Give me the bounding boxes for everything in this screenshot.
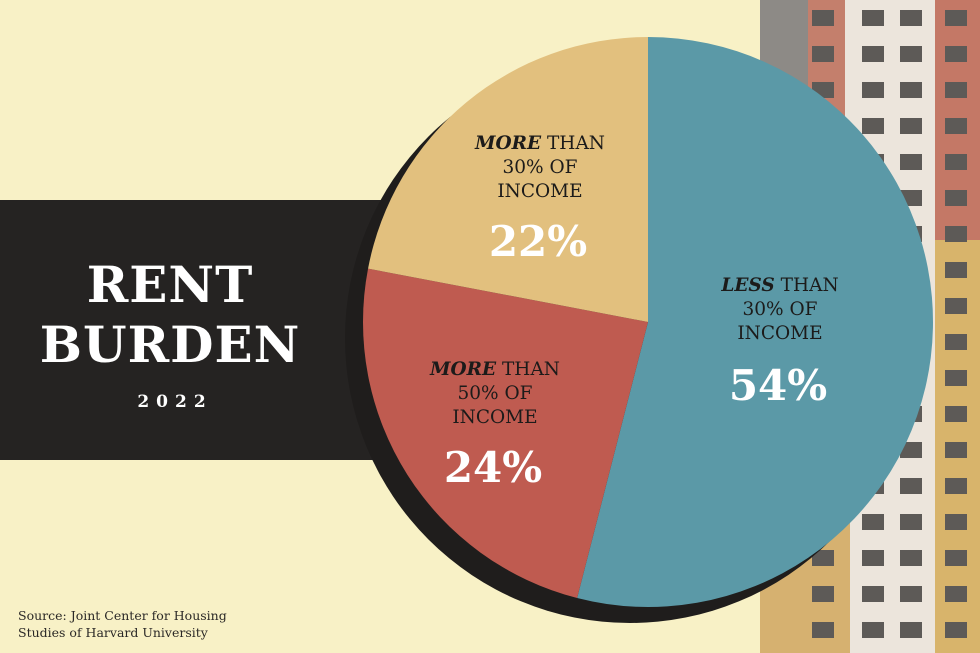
building-window [900,442,922,458]
building-window [812,46,834,62]
pie-chart [363,37,933,607]
source-line2: Studies of Harvard University [18,625,208,640]
building-window [945,262,967,278]
chart-title-line2: BURDEN [39,315,301,374]
building-window [900,586,922,602]
source-line1: Source: Joint Center for Housing [18,608,227,623]
building-window [945,226,967,242]
building-window [900,154,922,170]
building-window [812,586,834,602]
building-window [900,46,922,62]
slice-label-text: THAN [547,133,605,154]
building-window [900,514,922,530]
slice-label-text: THAN [781,275,839,296]
slice-label-line2: 50% OF [457,383,532,404]
slice-label-emph: MORE [429,359,497,380]
slice-label-more-50: MORE THAN 50% OF INCOME 24% [429,359,560,492]
svg-text:MORE THAN: MORE THAN [429,359,560,380]
pie-slice-1 [363,268,648,599]
building-window [945,190,967,206]
slice-label-more-30: MORE THAN 30% OF INCOME 22% [474,133,605,266]
building-window [900,550,922,566]
building-window [945,298,967,314]
building-window [945,406,967,422]
chart-year: 2022 [137,392,213,412]
building-window [862,118,884,134]
building-window [812,622,834,638]
slice-label-text: THAN [502,359,560,380]
building-window [862,586,884,602]
building-window [900,10,922,26]
building-window [945,370,967,386]
slice-label-line3: INCOME [497,181,582,202]
building-window [945,82,967,98]
building-window [945,154,967,170]
slice-label-emph: LESS [720,275,774,296]
source-note: Source: Joint Center for Housing Studies… [18,607,278,641]
building-window [945,622,967,638]
building-window [862,622,884,638]
building-window [900,82,922,98]
building-window [900,478,922,494]
slice-label-line2: 30% OF [742,299,817,320]
slice-value-24: 24% [444,443,542,492]
building-window [945,10,967,26]
building-window [900,118,922,134]
building-window [945,550,967,566]
slice-label-line3: INCOME [452,407,537,428]
slice-label-less-30: LESS THAN 30% OF INCOME 54% [720,275,838,410]
slice-label-line3: INCOME [737,323,822,344]
building-window [945,334,967,350]
pie-slice-0 [577,37,933,607]
building-window [862,550,884,566]
building-window [812,10,834,26]
building-window [862,46,884,62]
building-window [945,586,967,602]
building-window [945,46,967,62]
chart-title-line1: RENT [86,255,254,314]
building-window [862,514,884,530]
building-window [945,118,967,134]
pie-slice-2 [368,37,648,322]
building-window [862,10,884,26]
slice-label-emph: MORE [474,133,542,154]
svg-text:MORE THAN: MORE THAN [474,133,605,154]
slice-value-54: 54% [729,361,827,410]
slice-label-line2: 30% OF [502,157,577,178]
building-window [945,478,967,494]
building-window [862,82,884,98]
building-window [812,550,834,566]
building-window [945,514,967,530]
building-window [900,622,922,638]
building-window [945,442,967,458]
svg-text:LESS THAN: LESS THAN [720,275,838,296]
slice-value-22: 22% [489,217,587,266]
